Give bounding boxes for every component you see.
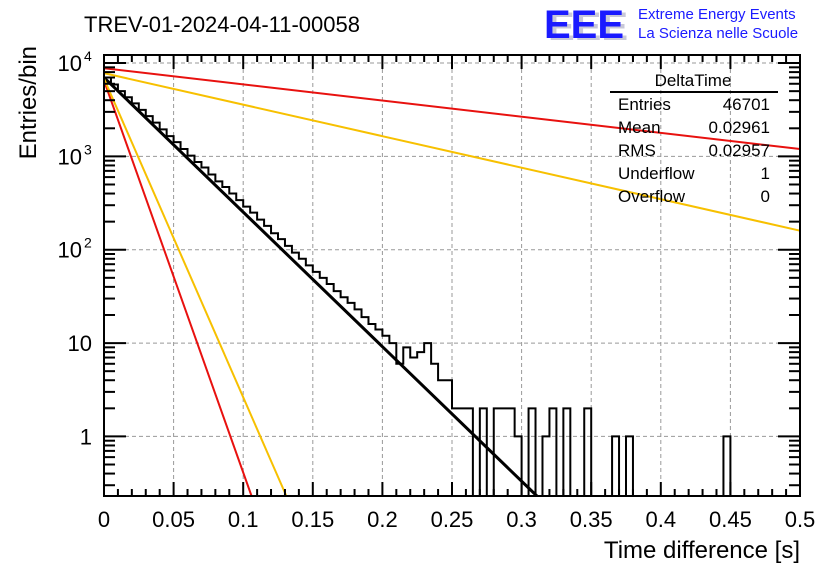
x-axis-label: Time difference [s] bbox=[604, 537, 800, 564]
grid bbox=[104, 55, 800, 496]
x-tick-label: 0.3 bbox=[506, 507, 537, 532]
logo-line1: Extreme Energy Events bbox=[638, 6, 796, 23]
logo-mark-shadow: EEE bbox=[548, 5, 628, 49]
x-tick-labels: 0 0.05 0.1 0.15 0.2 0.25 0.3 0.35 0.4 0.45 0.5 bbox=[98, 507, 815, 532]
stats-value: 46701 bbox=[723, 95, 770, 114]
eee-logo: EEE EEE Extreme Energy Events La Scienza… bbox=[544, 3, 798, 49]
logo-line2: La Scienza nelle Scuole bbox=[638, 25, 798, 42]
y-tick-label: 10 bbox=[68, 331, 92, 356]
axis-ticks bbox=[103, 55, 801, 496]
stats-box: DeltaTime Entries 46701 Mean 0.02961 RMS 0.02… bbox=[610, 71, 778, 206]
x-tick-label: 0.05 bbox=[152, 507, 195, 532]
x-tick-label: 0.45 bbox=[709, 507, 752, 532]
stats-label: Entries bbox=[618, 95, 671, 114]
logo-mark: EEE bbox=[544, 3, 624, 47]
stats-value: 0.02957 bbox=[709, 141, 770, 160]
x-tick-label: 0 bbox=[98, 507, 110, 532]
fit-yellow-shallow bbox=[103, 72, 801, 232]
y-tick-exponent: 3 bbox=[84, 141, 92, 157]
x-tick-label: 0.2 bbox=[367, 507, 398, 532]
x-tick-label: 0.5 bbox=[785, 507, 816, 532]
x-tick-label: 0.25 bbox=[431, 507, 474, 532]
stats-label: RMS bbox=[618, 141, 656, 160]
stats-label: Mean bbox=[618, 118, 661, 137]
fit-lines bbox=[102, 67, 801, 498]
x-tick-label: 0.1 bbox=[228, 507, 259, 532]
fit-red-shallow bbox=[103, 67, 801, 151]
y-tick-label: 1 bbox=[80, 424, 92, 449]
fit-red-steep bbox=[103, 80, 253, 497]
x-tick-label: 0.4 bbox=[646, 507, 677, 532]
y-tick-exponent: 2 bbox=[84, 235, 92, 251]
y-tick-label: 10 bbox=[58, 144, 82, 169]
y-tick-label: 10 bbox=[58, 51, 82, 76]
x-tick-label: 0.35 bbox=[570, 507, 613, 532]
chart-title: TREV-01-2024-04-11-00058 bbox=[84, 12, 360, 37]
fit-yellow-steep bbox=[103, 78, 288, 497]
stats-value: 1 bbox=[761, 164, 770, 183]
histogram bbox=[104, 76, 800, 497]
fit-black bbox=[102, 76, 538, 498]
y-axis-label: Entries/bin bbox=[15, 46, 42, 159]
x-tick-label: 0.15 bbox=[291, 507, 334, 532]
stats-label: Overflow bbox=[618, 187, 686, 206]
y-tick-exponent: 4 bbox=[84, 48, 92, 64]
y-tick-label: 10 bbox=[58, 238, 82, 263]
stats-title: DeltaTime bbox=[655, 71, 732, 90]
stats-label: Underflow bbox=[618, 164, 695, 183]
stats-value: 0.02961 bbox=[709, 118, 770, 137]
stats-value: 0 bbox=[761, 187, 770, 206]
